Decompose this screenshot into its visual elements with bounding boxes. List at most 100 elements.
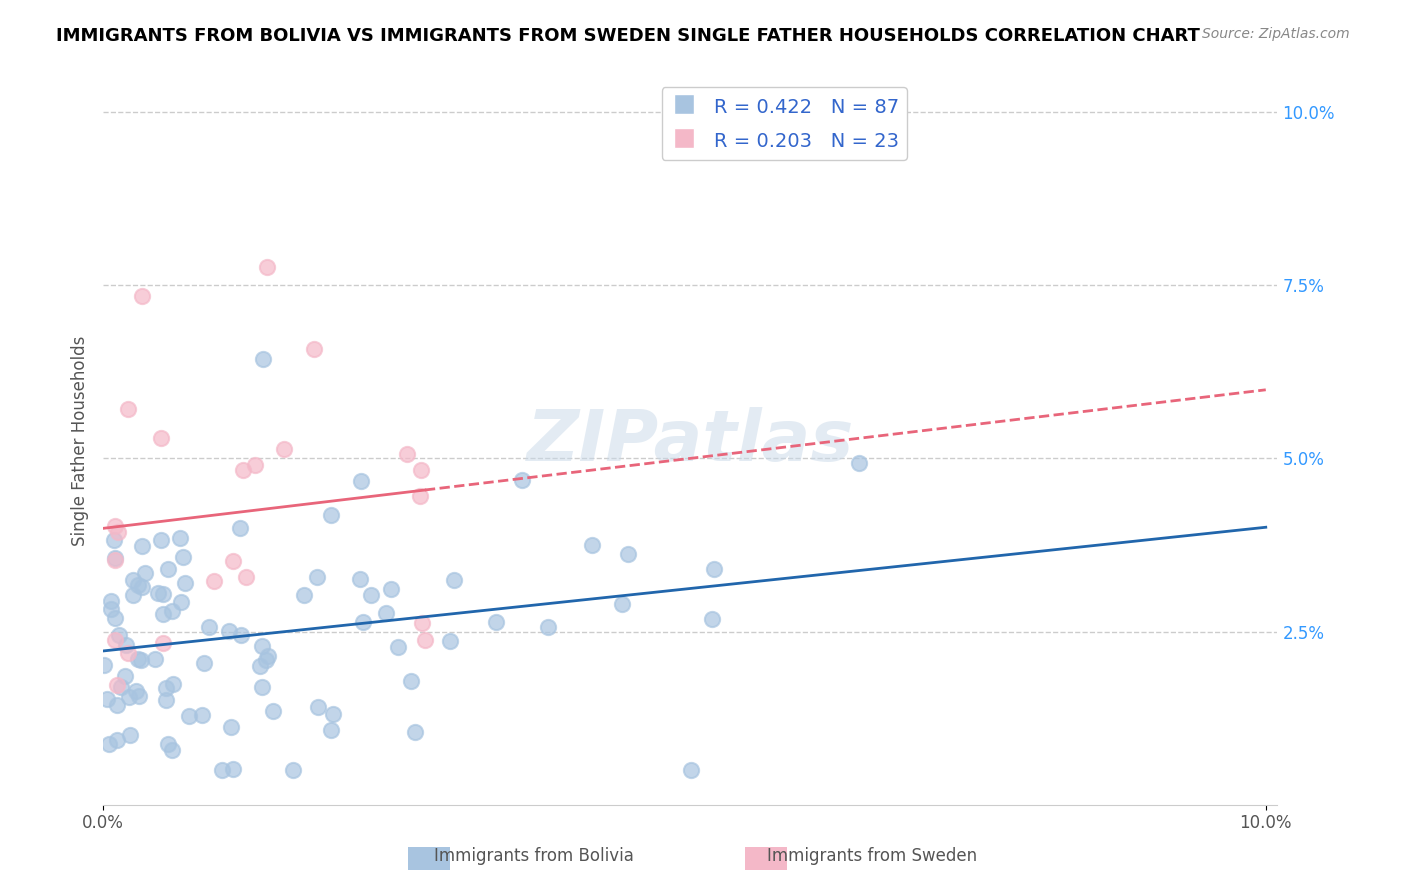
Point xyxy=(149,533,172,547)
Point xyxy=(399,674,422,689)
Legend: R = 0.422   N = 87, R = 0.203   N = 23: R = 0.422 N = 87, R = 0.203 N = 23 xyxy=(661,87,907,160)
Point xyxy=(409,489,432,503)
Point xyxy=(131,580,153,594)
Point xyxy=(304,343,326,357)
Point xyxy=(105,698,128,712)
Point xyxy=(219,720,242,734)
Point xyxy=(105,733,128,747)
Text: IMMIGRANTS FROM BOLIVIA VS IMMIGRANTS FROM SWEDEN SINGLE FATHER HOUSEHOLDS CORRE: IMMIGRANTS FROM BOLIVIA VS IMMIGRANTS FR… xyxy=(56,27,1201,45)
Point xyxy=(679,763,702,777)
Point xyxy=(174,576,197,591)
Point xyxy=(117,646,139,660)
Point xyxy=(152,607,174,622)
Point xyxy=(177,709,200,723)
Point xyxy=(152,636,174,650)
Point xyxy=(127,578,149,592)
Text: Immigrants from Bolivia: Immigrants from Bolivia xyxy=(434,847,634,865)
Point xyxy=(610,597,633,611)
Point xyxy=(374,606,396,620)
Point xyxy=(103,533,125,548)
Point xyxy=(104,551,127,566)
Point xyxy=(118,728,141,742)
Point xyxy=(228,521,250,535)
Y-axis label: Single Father Households: Single Father Households xyxy=(72,336,89,546)
Point xyxy=(104,632,127,647)
Text: Immigrants from Sweden: Immigrants from Sweden xyxy=(766,847,977,865)
Point xyxy=(155,693,177,707)
Point xyxy=(149,431,172,445)
Point xyxy=(162,677,184,691)
Point xyxy=(380,582,402,597)
Point xyxy=(256,260,278,275)
Point xyxy=(131,539,153,553)
Point xyxy=(307,699,329,714)
Point xyxy=(537,620,560,634)
Point xyxy=(319,723,342,737)
Point xyxy=(292,588,315,602)
Point xyxy=(281,763,304,777)
Point xyxy=(322,707,344,722)
Point xyxy=(190,708,212,723)
Point xyxy=(222,762,245,776)
Point xyxy=(321,508,343,522)
Point xyxy=(581,538,603,552)
Point xyxy=(307,569,329,583)
Point xyxy=(243,458,266,472)
Point xyxy=(127,651,149,665)
Point xyxy=(262,704,284,718)
Point xyxy=(396,447,419,461)
Text: ZIPatlas: ZIPatlas xyxy=(527,407,853,475)
Point xyxy=(413,632,436,647)
Point xyxy=(485,615,508,630)
Point xyxy=(131,288,153,302)
Point xyxy=(617,547,640,561)
Point xyxy=(114,638,136,652)
Point xyxy=(273,442,295,456)
Point xyxy=(229,627,252,641)
Point xyxy=(128,689,150,703)
Point xyxy=(160,604,183,618)
Point xyxy=(134,566,156,580)
Point xyxy=(98,737,121,751)
Point xyxy=(143,652,166,666)
Point xyxy=(169,595,191,609)
Point xyxy=(104,553,127,567)
Point xyxy=(114,669,136,683)
Point xyxy=(202,574,225,589)
Point xyxy=(250,681,273,695)
Point xyxy=(108,628,131,642)
Point xyxy=(118,690,141,705)
Point xyxy=(404,725,426,739)
Point xyxy=(211,763,233,777)
Point xyxy=(96,691,118,706)
Point xyxy=(103,611,125,625)
Point xyxy=(439,633,461,648)
Point xyxy=(107,525,129,540)
Point xyxy=(104,519,127,533)
Point xyxy=(152,587,174,601)
Point xyxy=(387,640,409,655)
Point xyxy=(117,402,139,417)
Point xyxy=(235,570,257,584)
Point xyxy=(232,463,254,477)
Point xyxy=(352,615,374,630)
Point xyxy=(443,573,465,587)
Point xyxy=(193,656,215,670)
Point xyxy=(129,653,152,667)
Point xyxy=(349,572,371,586)
Point xyxy=(702,612,724,626)
Point xyxy=(510,473,533,487)
Point xyxy=(360,588,382,602)
Point xyxy=(198,620,221,634)
Point xyxy=(93,658,115,673)
Point xyxy=(350,475,373,489)
Point xyxy=(105,678,128,692)
Point xyxy=(409,463,432,477)
Point xyxy=(249,658,271,673)
Point xyxy=(218,624,240,638)
Point xyxy=(157,738,180,752)
Point xyxy=(172,549,194,564)
Point xyxy=(155,681,177,696)
Point xyxy=(169,531,191,545)
Point xyxy=(254,653,277,667)
